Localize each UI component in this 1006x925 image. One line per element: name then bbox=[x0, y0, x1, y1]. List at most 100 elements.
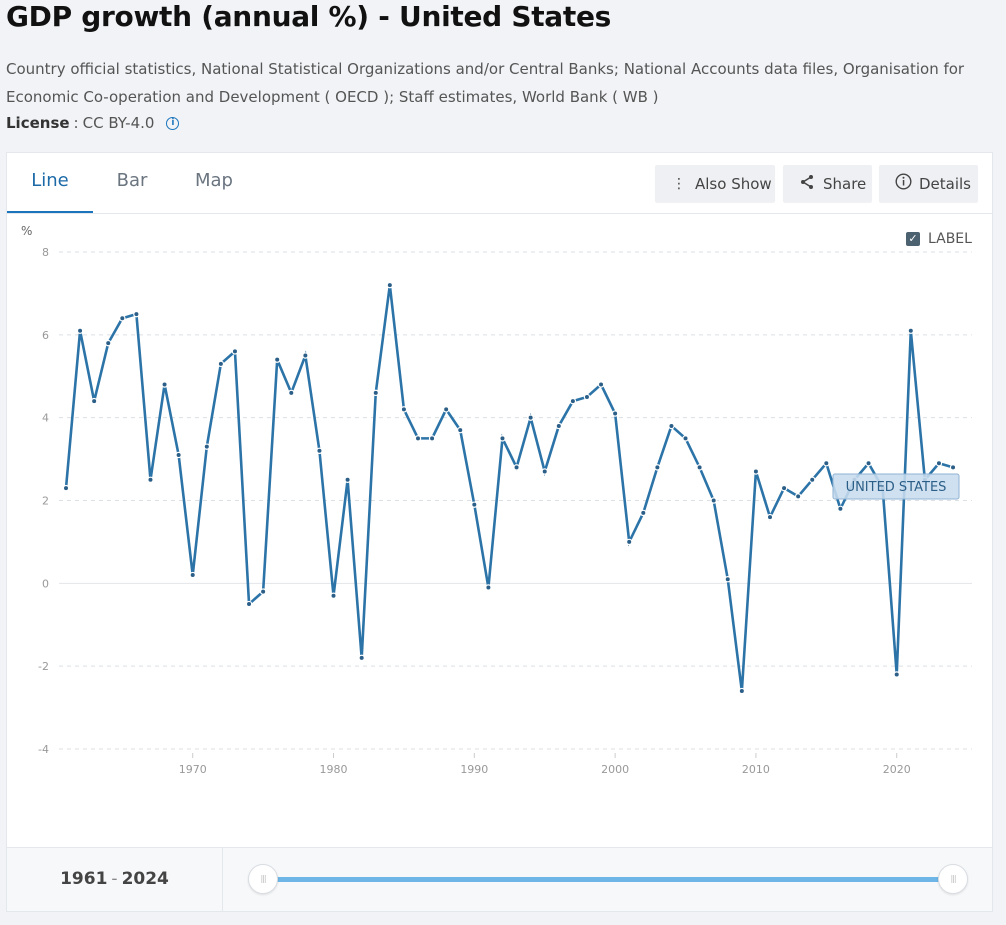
details-label: Details bbox=[919, 174, 972, 193]
license-value: CC BY-4.0 bbox=[82, 114, 155, 132]
data-point bbox=[64, 486, 68, 491]
source-text: Country official statistics, National St… bbox=[6, 60, 965, 106]
x-tick-label: 2020 bbox=[883, 763, 911, 776]
data-point bbox=[387, 283, 392, 288]
x-tick-label: 1990 bbox=[460, 763, 488, 776]
tab-line[interactable]: Line bbox=[7, 153, 93, 214]
year-range: 1961-2024 bbox=[7, 848, 223, 911]
data-point bbox=[697, 465, 702, 470]
share-icon bbox=[797, 174, 817, 194]
label-toggle-text: LABEL bbox=[928, 231, 972, 247]
checkbox-checked-icon[interactable]: ✓ bbox=[906, 232, 920, 246]
data-point bbox=[232, 349, 237, 354]
data-point bbox=[176, 452, 181, 457]
x-tick-label: 2000 bbox=[601, 763, 629, 776]
y-tick-label: 6 bbox=[42, 329, 49, 342]
year-range-end: 2024 bbox=[121, 869, 169, 889]
also-show-button[interactable]: ⋮ Also Show bbox=[655, 165, 775, 202]
y-tick-label: -4 bbox=[38, 743, 49, 756]
data-point bbox=[401, 407, 406, 412]
series-line bbox=[64, 284, 954, 692]
x-tick-label: 1970 bbox=[179, 763, 207, 776]
tab-bar[interactable]: Bar bbox=[116, 170, 148, 191]
data-point bbox=[106, 341, 111, 346]
data-point bbox=[275, 357, 280, 362]
data-point bbox=[472, 502, 477, 507]
data-point bbox=[247, 602, 252, 607]
label-toggle[interactable]: ✓ LABEL bbox=[906, 231, 972, 247]
data-point bbox=[134, 312, 139, 317]
license: License : CC BY-4.0 i bbox=[6, 114, 180, 132]
share-label: Share bbox=[823, 174, 867, 193]
data-point bbox=[711, 498, 716, 503]
range-slider-end-handle[interactable]: ||| bbox=[938, 864, 968, 894]
data-point bbox=[430, 436, 435, 441]
data-point bbox=[190, 573, 195, 578]
data-point bbox=[908, 328, 913, 333]
series-label-box bbox=[832, 473, 960, 500]
data-point bbox=[444, 407, 449, 412]
page-title: GDP growth (annual %) - United States bbox=[6, 0, 612, 33]
data-point bbox=[753, 469, 758, 474]
data-point bbox=[92, 399, 97, 404]
data-point bbox=[627, 539, 632, 544]
data-point bbox=[894, 672, 899, 677]
data-point bbox=[796, 494, 801, 499]
data-point bbox=[261, 589, 266, 594]
also-show-label: Also Show bbox=[695, 174, 772, 193]
line-chart: 8 6 4 2 0 -2 -4 1970 1980 1990 2000 2010 2020 UNITED … bbox=[38, 246, 972, 776]
data-point bbox=[289, 390, 294, 395]
data-point bbox=[599, 382, 604, 387]
y-axis-unit: % bbox=[21, 224, 33, 238]
data-point bbox=[317, 448, 322, 453]
data-point bbox=[782, 486, 787, 491]
data-point bbox=[669, 423, 674, 428]
series-label: UNITED STATES bbox=[846, 480, 947, 495]
range-slider-track[interactable] bbox=[269, 877, 949, 882]
data-point bbox=[725, 577, 730, 582]
data-point bbox=[936, 461, 941, 466]
y-tick-label: 2 bbox=[42, 495, 49, 508]
license-separator: : bbox=[73, 114, 79, 132]
data-point bbox=[148, 477, 153, 482]
data-point bbox=[120, 316, 125, 321]
data-point bbox=[331, 593, 336, 598]
data-point bbox=[514, 465, 519, 470]
range-slider-start-handle[interactable]: ||| bbox=[248, 864, 278, 894]
data-point bbox=[373, 390, 378, 395]
range-footer: 1961-2024 ||| ||| bbox=[7, 847, 992, 911]
y-tick-label: 4 bbox=[42, 412, 49, 425]
data-point bbox=[218, 361, 223, 366]
data-point bbox=[584, 394, 589, 399]
data-point bbox=[838, 506, 843, 511]
data-point bbox=[768, 515, 772, 520]
data-point bbox=[866, 461, 871, 466]
data-point bbox=[78, 328, 83, 333]
tab-divider bbox=[7, 213, 992, 214]
data-point bbox=[528, 415, 533, 420]
y-tick-label: 0 bbox=[42, 577, 49, 590]
data-point bbox=[810, 477, 815, 482]
license-label: License bbox=[6, 114, 70, 132]
info-circle-icon bbox=[893, 173, 913, 194]
data-point bbox=[303, 353, 308, 358]
data-point bbox=[824, 461, 829, 466]
data-point bbox=[683, 436, 688, 441]
x-tick-label: 1980 bbox=[320, 763, 348, 776]
data-point bbox=[345, 477, 350, 482]
data-point bbox=[613, 411, 618, 416]
info-icon[interactable]: i bbox=[166, 116, 180, 130]
data-point bbox=[556, 423, 561, 428]
tab-map[interactable]: Map bbox=[195, 170, 233, 191]
data-point bbox=[739, 689, 744, 694]
data-point bbox=[500, 436, 505, 441]
y-tick-label: -2 bbox=[38, 660, 49, 673]
chart-card: Line Bar Map ⋮ Also Show Share Details ✓… bbox=[6, 152, 993, 912]
y-tick-label: 8 bbox=[42, 246, 49, 259]
details-button[interactable]: Details bbox=[879, 165, 978, 202]
chart-type-tabs: Line Bar Map bbox=[7, 153, 257, 214]
data-point bbox=[570, 399, 575, 404]
data-point bbox=[641, 510, 646, 515]
share-button[interactable]: Share bbox=[783, 165, 872, 202]
data-point bbox=[542, 469, 547, 474]
